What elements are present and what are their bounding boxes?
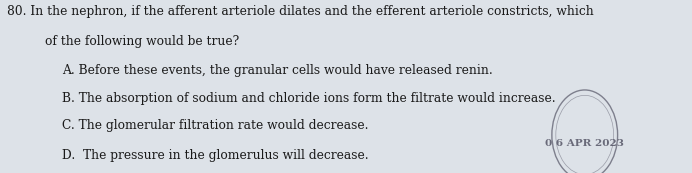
Text: 80. In the nephron, if the afferent arteriole dilates and the efferent arteriole: 80. In the nephron, if the afferent arte… <box>7 5 594 18</box>
Text: C. The glomerular filtration rate would decrease.: C. The glomerular filtration rate would … <box>62 119 369 132</box>
Text: B. The absorption of sodium and chloride ions form the filtrate would increase.: B. The absorption of sodium and chloride… <box>62 92 556 105</box>
Text: of the following would be true?: of the following would be true? <box>45 35 239 48</box>
Text: D.  The pressure in the glomerulus will decrease.: D. The pressure in the glomerulus will d… <box>62 149 369 162</box>
Text: A. Before these events, the granular cells would have released renin.: A. Before these events, the granular cel… <box>62 64 493 77</box>
Text: 0 6 APR 2023: 0 6 APR 2023 <box>545 139 624 148</box>
